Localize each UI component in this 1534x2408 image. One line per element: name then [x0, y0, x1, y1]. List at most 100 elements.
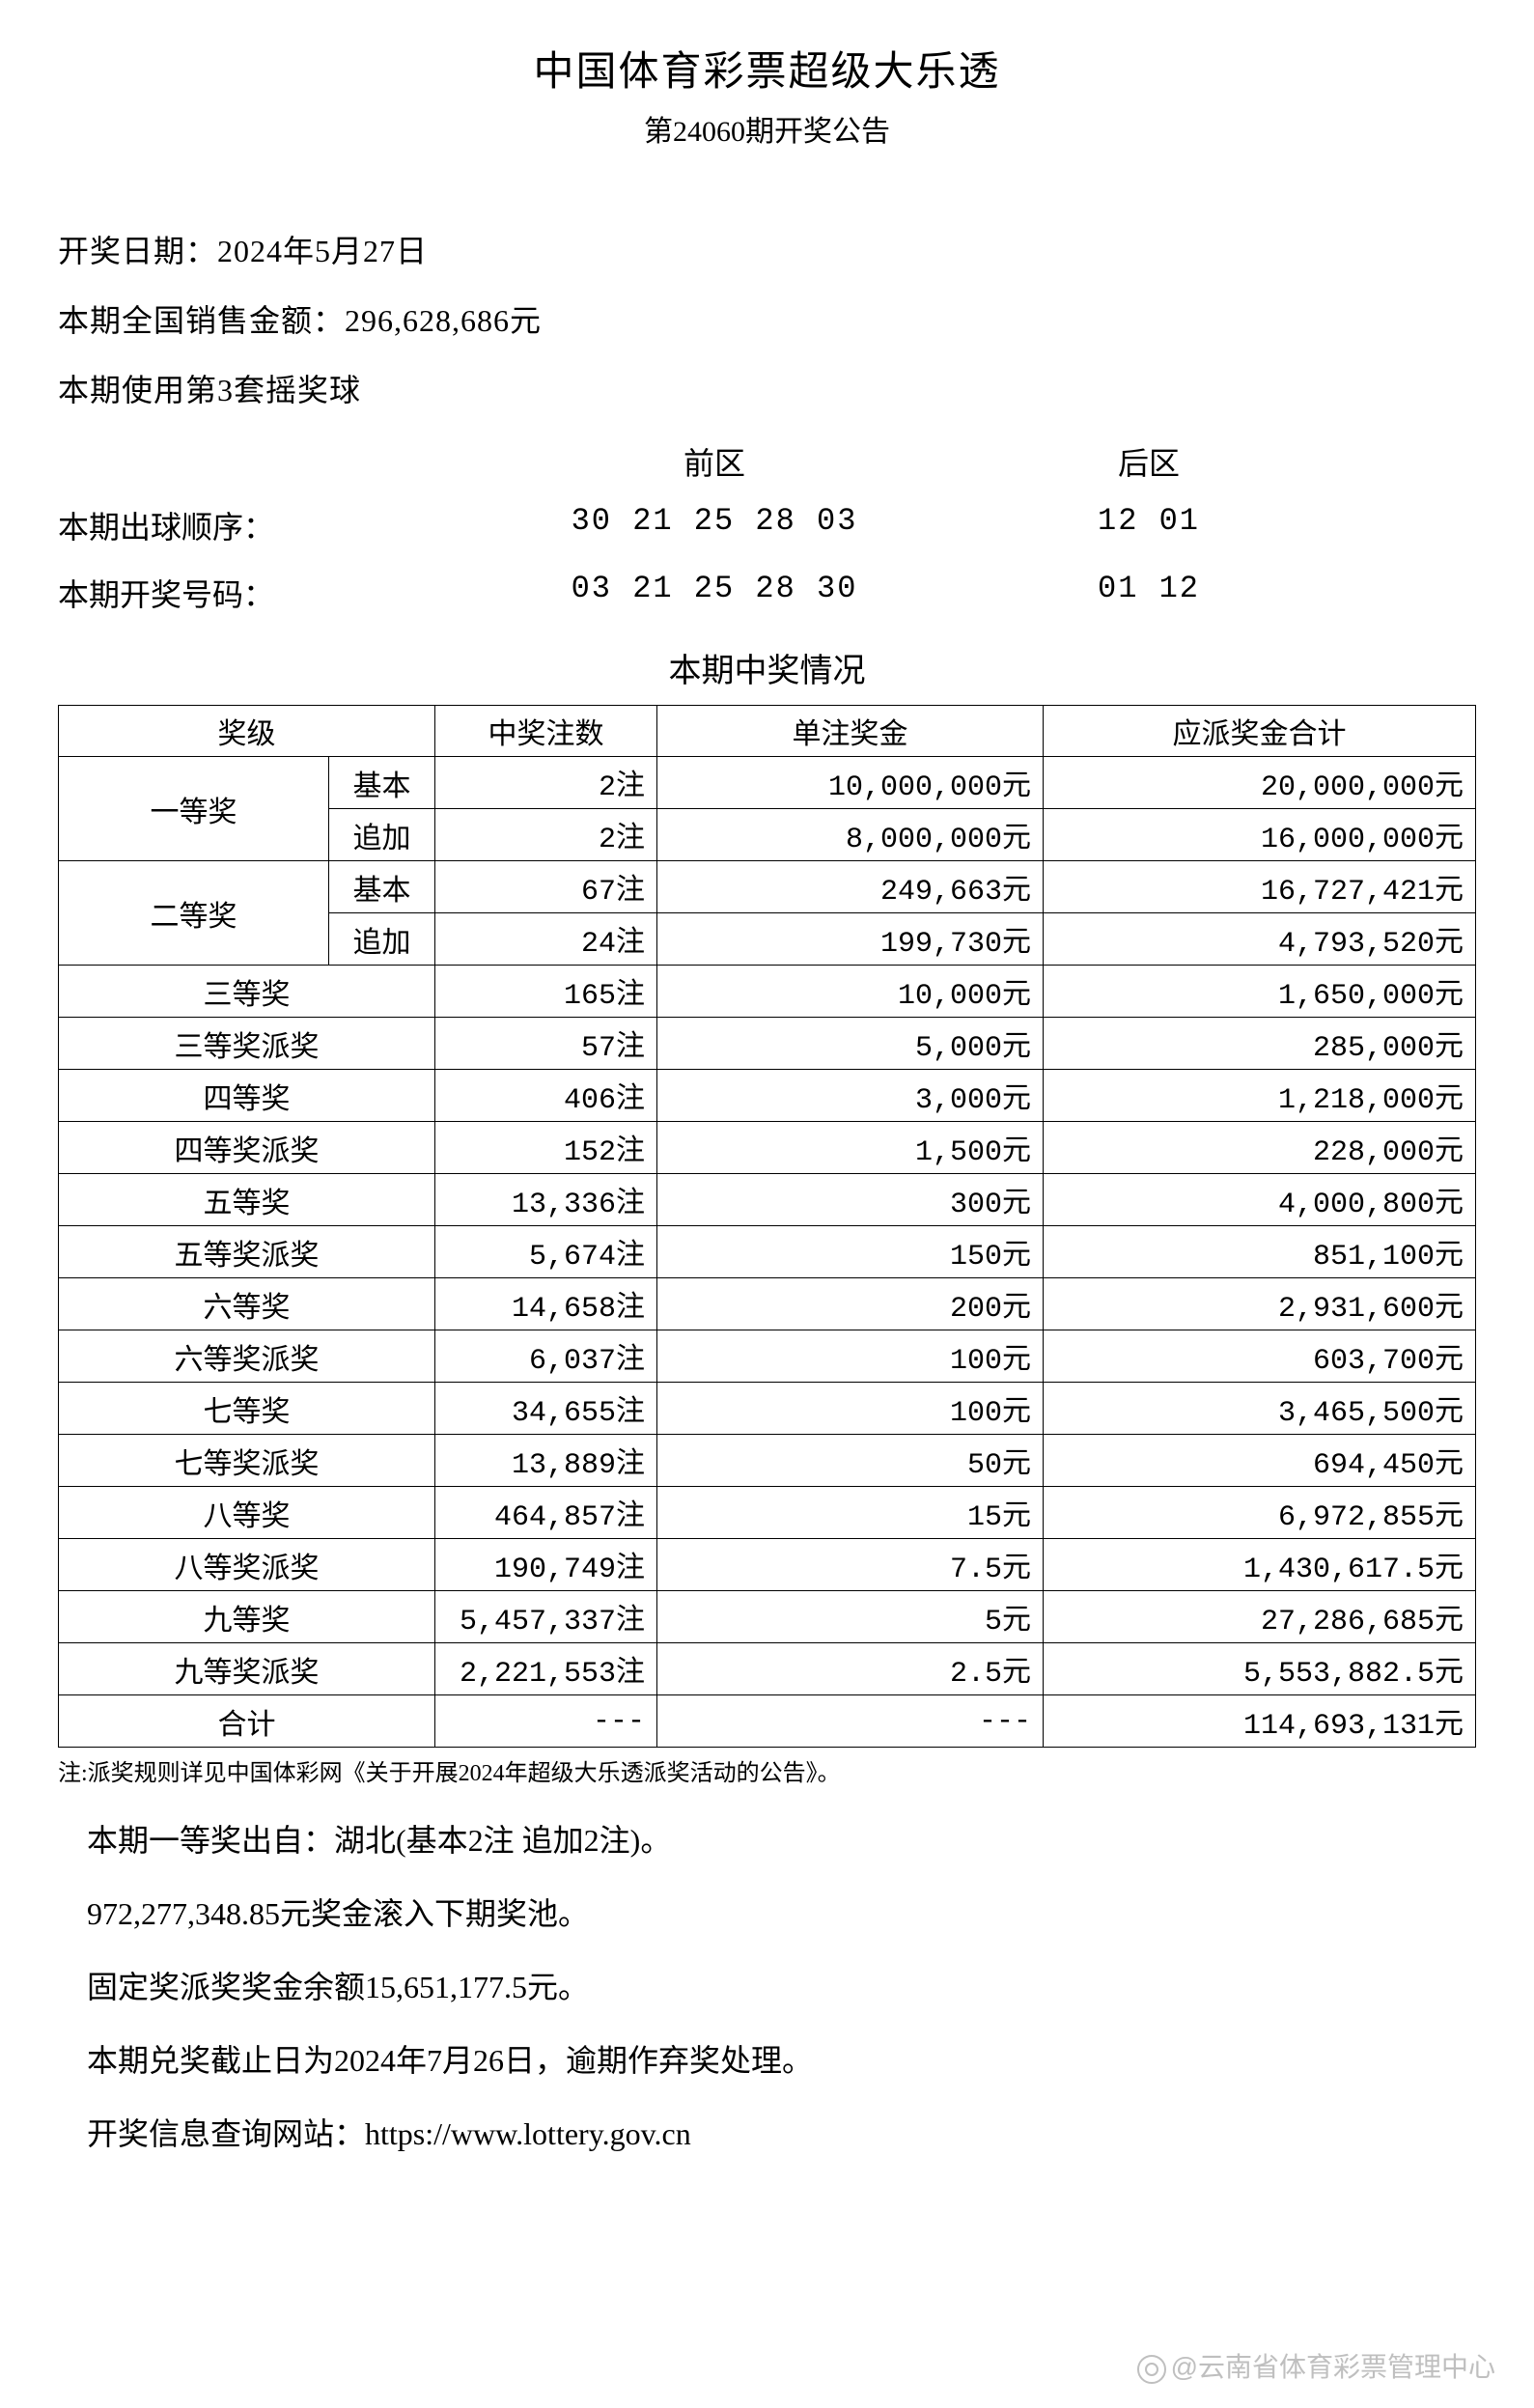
tier1-extra-label: 追加 [329, 809, 435, 861]
winning-front: 03 21 25 28 30 [473, 571, 956, 615]
row-name: 九等奖 [59, 1591, 435, 1643]
row-name: 九等奖派奖 [59, 1643, 435, 1695]
page-subtitle: 第24060期开奖公告 [58, 107, 1476, 150]
header-amount: 单注奖金 [657, 706, 1044, 757]
row-amount: 5元 [657, 1591, 1044, 1643]
tier1-basic-label: 基本 [329, 757, 435, 809]
row-total: 285,000元 [1044, 1018, 1476, 1070]
tier2-basic-total: 16,727,421元 [1044, 861, 1476, 913]
row-count: 406注 [435, 1070, 657, 1122]
draw-date: 开奖日期：2024年5月27日 [58, 227, 1476, 271]
table-row: 七等奖派奖13,889注50元694,450元 [59, 1435, 1476, 1487]
weibo-icon [1136, 2354, 1167, 2385]
tier2-basic-amount: 249,663元 [657, 861, 1044, 913]
winning-section-title: 本期中奖情况 [58, 644, 1476, 691]
ball-set: 本期使用第3套摇奖球 [58, 366, 1476, 410]
row-count: 5,674注 [435, 1226, 657, 1278]
footer-line-2: 972,277,348.85元奖金滚入下期奖池。 [58, 1890, 1476, 1934]
row-name: 五等奖 [59, 1174, 435, 1226]
tier2-basic-count: 67注 [435, 861, 657, 913]
watermark-text: @云南省体育彩票管理中心 [1171, 2352, 1495, 2382]
table-row: 七等奖34,655注100元3,465,500元 [59, 1383, 1476, 1435]
tier1-basic-count: 2注 [435, 757, 657, 809]
table-row: 四等奖派奖152注1,500元228,000元 [59, 1122, 1476, 1174]
row-total: 6,972,855元 [1044, 1487, 1476, 1539]
row-name: 八等奖派奖 [59, 1539, 435, 1591]
table-row: 五等奖派奖5,674注150元851,100元 [59, 1226, 1476, 1278]
header-tier: 奖级 [59, 706, 435, 757]
row-total: 1,650,000元 [1044, 966, 1476, 1018]
tier1-basic-total: 20,000,000元 [1044, 757, 1476, 809]
row-total: 603,700元 [1044, 1330, 1476, 1383]
sum-amount: --- [657, 1695, 1044, 1748]
page-title: 中国体育彩票超级大乐透 [58, 39, 1476, 98]
tier1-extra-total: 16,000,000元 [1044, 809, 1476, 861]
row-amount: 2.5元 [657, 1643, 1044, 1695]
row-total: 4,000,800元 [1044, 1174, 1476, 1226]
draw-order-back: 12 01 [956, 503, 1342, 547]
row-name: 七等奖 [59, 1383, 435, 1435]
sum-total: 114,693,131元 [1044, 1695, 1476, 1748]
table-row: 四等奖406注3,000元1,218,000元 [59, 1070, 1476, 1122]
tier1-name: 一等奖 [59, 757, 329, 861]
table-row: 六等奖14,658注200元2,931,600元 [59, 1278, 1476, 1330]
row-total: 1,430,617.5元 [1044, 1539, 1476, 1591]
row-total: 2,931,600元 [1044, 1278, 1476, 1330]
row-count: 13,889注 [435, 1435, 657, 1487]
header-count: 中奖注数 [435, 706, 657, 757]
note-text: 注:派奖规则详见中国体彩网《关于开展2024年超级大乐透派奖活动的公告》。 [58, 1753, 1476, 1787]
row-amount: 10,000元 [657, 966, 1044, 1018]
header-total: 应派奖金合计 [1044, 706, 1476, 757]
footer-line-5: 开奖信息查询网站：https://www.lottery.gov.cn [58, 2110, 1476, 2154]
row-total: 228,000元 [1044, 1122, 1476, 1174]
row-count: 152注 [435, 1122, 657, 1174]
numbers-section: 前区 后区 本期出球顺序： 30 21 25 28 03 12 01 本期开奖号… [58, 439, 1476, 615]
row-name: 七等奖派奖 [59, 1435, 435, 1487]
watermark: @云南省体育彩票管理中心 [1136, 2346, 1495, 2385]
tier2-basic-row: 二等奖基本67注249,663元16,727,421元 [59, 861, 1476, 913]
row-total: 3,465,500元 [1044, 1383, 1476, 1435]
row-total: 27,286,685元 [1044, 1591, 1476, 1643]
tier2-basic-label: 基本 [329, 861, 435, 913]
row-amount: 100元 [657, 1330, 1044, 1383]
sum-name: 合计 [59, 1695, 435, 1748]
tier1-basic-amount: 10,000,000元 [657, 757, 1044, 809]
table-row: 六等奖派奖6,037注100元603,700元 [59, 1330, 1476, 1383]
sum-row: 合计------114,693,131元 [59, 1695, 1476, 1748]
winning-label: 本期开奖号码： [58, 571, 473, 615]
sales-amount: 本期全国销售金额：296,628,686元 [58, 296, 1476, 341]
table-row: 九等奖5,457,337注5元27,286,685元 [59, 1591, 1476, 1643]
row-count: 14,658注 [435, 1278, 657, 1330]
row-count: 13,336注 [435, 1174, 657, 1226]
row-amount: 1,500元 [657, 1122, 1044, 1174]
row-count: 6,037注 [435, 1330, 657, 1383]
row-name: 六等奖 [59, 1278, 435, 1330]
row-total: 851,100元 [1044, 1226, 1476, 1278]
row-amount: 300元 [657, 1174, 1044, 1226]
footer-line-4: 本期兑奖截止日为2024年7月26日，逾期作弃奖处理。 [58, 2036, 1476, 2081]
front-zone-label: 前区 [473, 439, 956, 484]
row-name: 三等奖派奖 [59, 1018, 435, 1070]
table-row: 五等奖13,336注300元4,000,800元 [59, 1174, 1476, 1226]
row-amount: 200元 [657, 1278, 1044, 1330]
tier2-extra-total: 4,793,520元 [1044, 913, 1476, 966]
tier2-extra-label: 追加 [329, 913, 435, 966]
row-amount: 7.5元 [657, 1539, 1044, 1591]
row-amount: 5,000元 [657, 1018, 1044, 1070]
draw-order-front: 30 21 25 28 03 [473, 503, 956, 547]
tier1-extra-amount: 8,000,000元 [657, 809, 1044, 861]
table-row: 九等奖派奖2,221,553注2.5元5,553,882.5元 [59, 1643, 1476, 1695]
row-name: 四等奖 [59, 1070, 435, 1122]
sum-count: --- [435, 1695, 657, 1748]
row-count: 2,221,553注 [435, 1643, 657, 1695]
row-name: 八等奖 [59, 1487, 435, 1539]
winning-back: 01 12 [956, 571, 1342, 615]
tier1-extra-count: 2注 [435, 809, 657, 861]
row-amount: 3,000元 [657, 1070, 1044, 1122]
row-amount: 15元 [657, 1487, 1044, 1539]
footer-line-1: 本期一等奖出自：湖北(基本2注 追加2注)。 [58, 1816, 1476, 1861]
row-count: 57注 [435, 1018, 657, 1070]
tier2-extra-amount: 199,730元 [657, 913, 1044, 966]
row-amount: 150元 [657, 1226, 1044, 1278]
table-row: 三等奖派奖57注5,000元285,000元 [59, 1018, 1476, 1070]
